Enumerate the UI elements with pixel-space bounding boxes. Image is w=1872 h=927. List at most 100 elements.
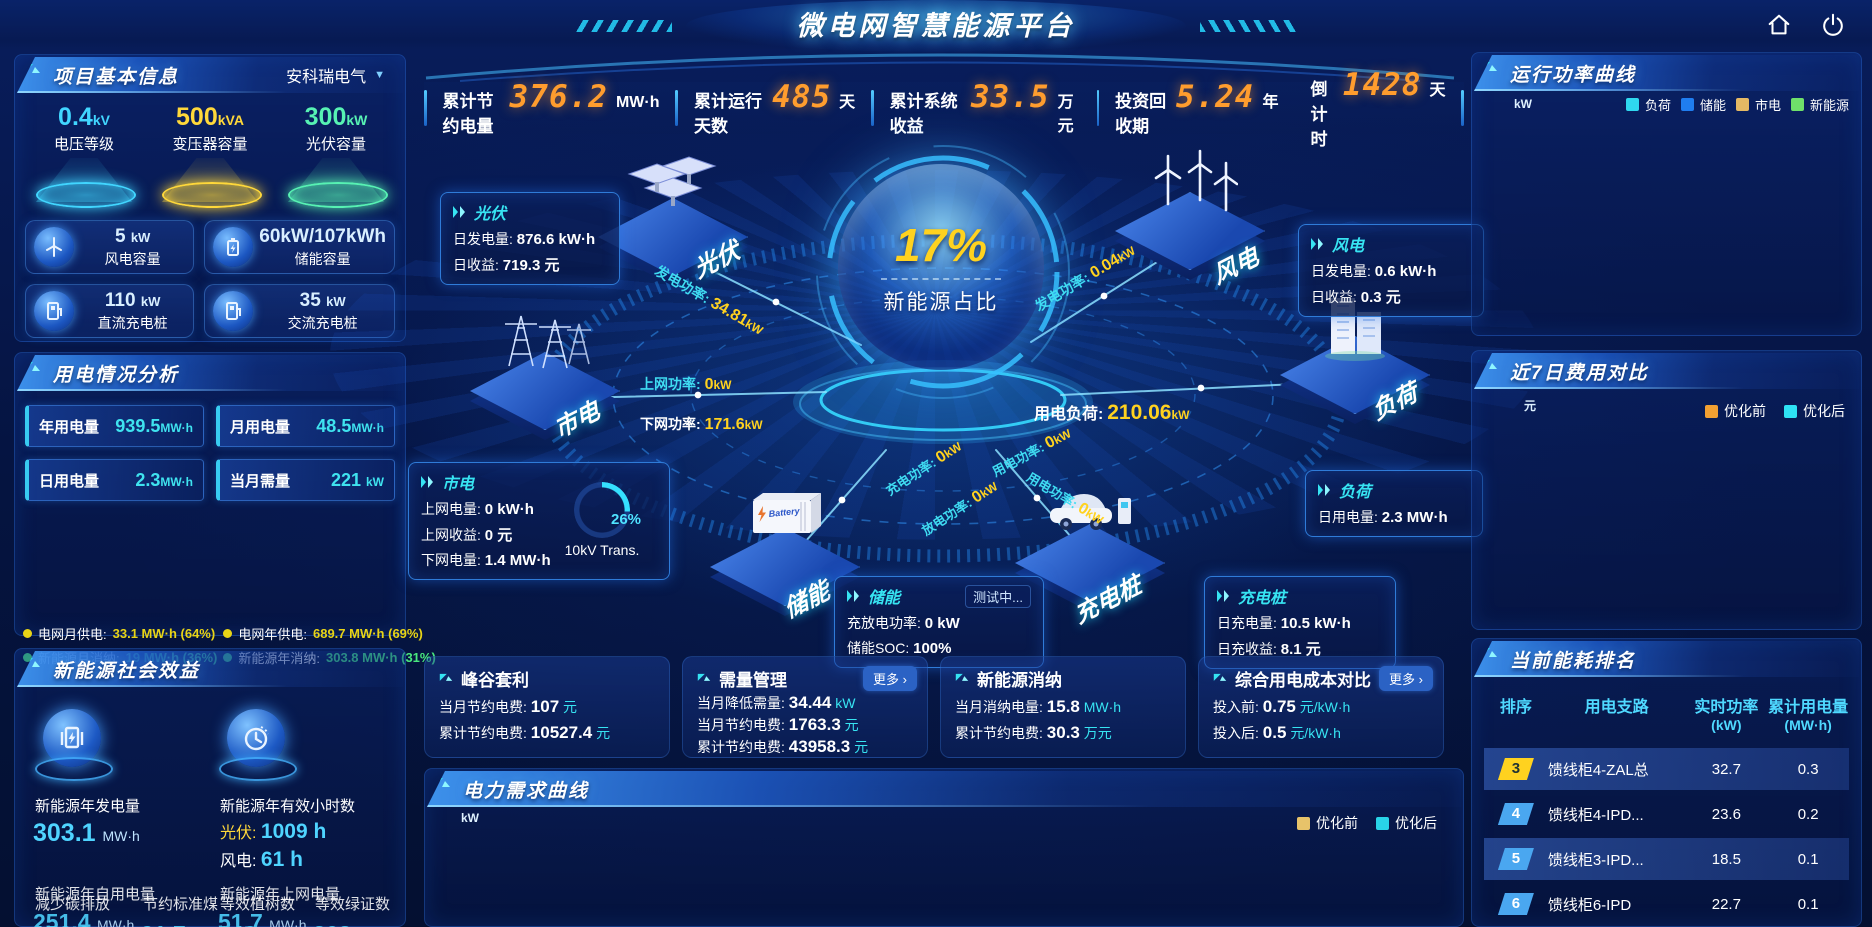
node-wind: 风电 — [1105, 149, 1275, 292]
card-row: 累计节约电费: 43958.3 元 — [697, 737, 869, 756]
cap-label: 交流充电桩 — [287, 314, 358, 331]
metric-value: 221 — [330, 469, 361, 490]
legend-label: 优化前 — [1724, 403, 1766, 419]
legend-item: 新能源 — [1790, 95, 1849, 114]
spot-label: 光伏容量 — [305, 136, 366, 153]
table-row[interactable]: 6 馈线柜6-IPD 22.7 0.1 — [1484, 883, 1849, 925]
metric-value: 939.5 — [115, 415, 161, 436]
y-axis-unit: 元 — [1524, 399, 1537, 413]
panel-header: 电力需求曲线 — [427, 771, 1461, 807]
cost-chart-legend: 优化前 优化后 — [1705, 401, 1845, 421]
stat-unit: 天 — [839, 94, 856, 111]
ibox-title: 市电 — [421, 470, 551, 494]
cap-unit: kW — [130, 229, 151, 245]
card-title: 峰谷套利 — [439, 666, 655, 691]
metric-unit: kW — [366, 474, 384, 489]
battery-icon — [213, 227, 254, 267]
stat-separator — [675, 90, 678, 126]
benefit-value: 303 — [313, 921, 351, 927]
legend-dot — [23, 629, 32, 638]
metric-unit: MW·h — [160, 420, 193, 435]
metric-unit: MW·h — [160, 474, 193, 489]
legend-item: 优化后 — [1784, 401, 1845, 421]
ibox-row: 上网收益: 0 元 — [421, 527, 513, 544]
stat-saved-energy: 累计节约电量 376.2 MW·h — [427, 79, 676, 137]
panel-project-info: 项目基本信息 安科瑞电气 ▼ 0.4kV 电压等级 500kVA 变压器容量 30… — [14, 54, 406, 342]
rank-badge: 3 — [1498, 758, 1534, 780]
ibox-title: 风电 — [1311, 232, 1471, 256]
spot-unit: kW — [346, 112, 368, 128]
card-row: 当月节约电费: 1763.3 元 — [697, 715, 859, 734]
core-divider — [881, 278, 1001, 280]
ibox-row: 日发电量: 0.6 kW·h — [1311, 263, 1437, 280]
node-label-charger: 充电桩 — [1071, 571, 1146, 630]
spotlight-cone-icon — [36, 158, 136, 208]
table-row[interactable]: 3 馈线柜4-ZAL总 32.7 0.3 — [1484, 748, 1849, 790]
ibox-title: 光伏 — [453, 200, 607, 224]
card-corner-icon — [439, 673, 453, 681]
wind-turbines-icon — [1154, 149, 1238, 212]
cap-storage: 60kW/107kWh 储能容量 — [204, 220, 395, 274]
title-decor-right-icon — [1200, 20, 1296, 32]
ibox-row: 上网电量: 0 kW·h — [421, 501, 534, 518]
stat-label: 累计运行天数 — [693, 92, 762, 136]
ibox-row: 日发电量: 876.6 kW·h — [453, 231, 596, 248]
more-button[interactable]: 更多 › — [863, 666, 917, 691]
branch-name: 馈线柜3-IPD... — [1547, 851, 1644, 869]
legend-item: 优化前 — [1705, 401, 1766, 421]
benefit-value: 251.4 — [33, 909, 91, 927]
home-icon[interactable] — [1766, 12, 1792, 38]
chevrons-right-icon — [453, 206, 465, 218]
column-header: 用电支路 — [1584, 699, 1649, 716]
legend-chip — [1790, 98, 1804, 111]
node-label-load: 负荷 — [1368, 378, 1422, 426]
core-label: 新能源占比 — [883, 291, 999, 314]
stat-value: 485 — [772, 79, 832, 115]
power-icon[interactable] — [1820, 12, 1846, 38]
ibox-title: 负荷 — [1318, 478, 1470, 502]
cap-value: 110 — [104, 289, 136, 311]
ibox-row: 日收益: 0.3 元 — [1311, 289, 1401, 306]
stat-unit: MW·h — [615, 94, 660, 111]
card-row: 投入后: 0.5 元/kW·h — [1213, 723, 1341, 742]
dc-charger-icon — [34, 291, 74, 331]
y-axis-unit: kW — [1514, 97, 1532, 111]
benefit-unit: MW·h — [96, 917, 135, 927]
metric-label: 年用电量 — [39, 418, 100, 436]
transformer-ring-icon — [573, 482, 630, 538]
legend-item: 优化前 — [1297, 813, 1358, 833]
card-row: 累计节约电费: 10527.4 元 — [439, 723, 611, 742]
panel-header: 运行功率曲线 — [1474, 55, 1859, 91]
ibox-row: 下网电量: 1.4 MW·h — [421, 552, 551, 569]
stat-value: 376.2 — [509, 79, 608, 115]
benefit-label: 新能源年上网电量 — [220, 886, 341, 903]
card-corner-icon — [1213, 673, 1227, 681]
stat-system-income: 累计系统收益 33.5 万元 — [874, 79, 1097, 137]
power-chart-legend: 负荷 储能 市电 新能源 — [1625, 95, 1849, 114]
node-label-wind: 风电 — [1209, 242, 1263, 290]
realtime-power: 32.7 — [1711, 760, 1741, 778]
card-row: 累计节约电费: 30.3 万元 — [955, 723, 1112, 742]
total-energy: 0.3 — [1797, 760, 1819, 778]
legend-item: 电网月供电: 33.1 MW·h (64%) — [23, 624, 217, 643]
realtime-power: 23.6 — [1711, 805, 1741, 823]
company-select[interactable]: 安科瑞电气 ▼ — [286, 63, 385, 87]
benefit-label: 新能源年自用电量 — [35, 886, 156, 903]
panel-corner-icon — [23, 63, 41, 82]
panel-corner-icon — [1480, 647, 1498, 666]
table-row[interactable]: 4 馈线柜4-IPD... 23.6 0.2 — [1484, 793, 1849, 835]
solar-panel-icon — [627, 156, 717, 206]
more-button[interactable]: 更多 › — [1379, 666, 1433, 691]
benefit-sub-value: 1009 h — [260, 820, 327, 843]
legend-chip — [1705, 404, 1718, 418]
legend-item: 负荷 — [1625, 95, 1671, 114]
top-bar: 微电网智慧能源平台 — [0, 0, 1872, 52]
legend-item: 优化后 — [1376, 813, 1437, 833]
stat-label: 累计节约电量 — [442, 92, 494, 136]
storage-info-box: 储能 测试中... 充放电功率: 0 kW 储能SOC: 100% — [834, 576, 1044, 668]
table-row[interactable]: 5 馈线柜3-IPD... 18.5 0.1 — [1484, 838, 1849, 880]
flow-wind-power: 发电功率: 0.04kW — [1032, 243, 1138, 315]
testing-tag: 测试中... — [965, 584, 1031, 608]
card-peak-valley: 峰谷套利 当月节约电费: 107 元 累计节约电费: 10527.4 元 — [424, 656, 670, 758]
legend-label: 负荷 — [1644, 98, 1671, 113]
